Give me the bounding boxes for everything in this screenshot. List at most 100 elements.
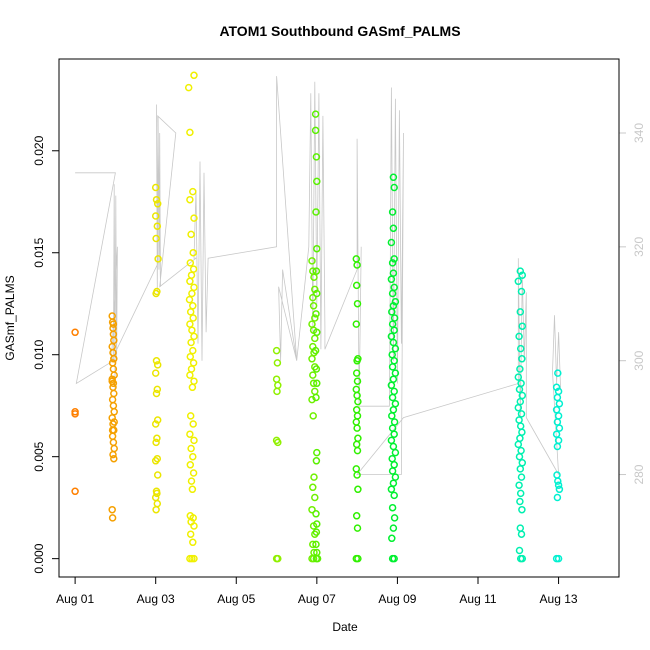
data-point xyxy=(389,406,398,414)
data-point xyxy=(388,534,396,543)
data-point xyxy=(312,540,320,549)
data-point xyxy=(109,438,118,447)
y-tick-label: 0.015 xyxy=(32,237,46,267)
data-point xyxy=(388,308,396,316)
data-point xyxy=(108,426,117,434)
data-point xyxy=(517,530,526,538)
data-point xyxy=(189,265,198,273)
data-point xyxy=(352,369,361,377)
data-point xyxy=(515,481,523,489)
data-point xyxy=(152,389,161,398)
data-point xyxy=(108,514,117,522)
data-point xyxy=(153,385,162,394)
data-point xyxy=(152,234,160,243)
data-point xyxy=(153,434,161,443)
data-point xyxy=(190,332,198,341)
data-point xyxy=(516,308,525,316)
data-point xyxy=(190,283,198,292)
data-point xyxy=(186,277,194,286)
data-point xyxy=(553,493,562,502)
data-point xyxy=(309,483,317,492)
data-point xyxy=(309,371,317,379)
data-point xyxy=(353,524,362,532)
data-point xyxy=(354,485,362,494)
data-point xyxy=(313,177,321,186)
data-point xyxy=(516,465,525,473)
y2-tick-label: 280 xyxy=(632,464,646,484)
data-point xyxy=(190,214,198,222)
data-point xyxy=(186,259,195,267)
data-point xyxy=(313,289,321,298)
data-point xyxy=(518,271,527,279)
data-points-group xyxy=(71,71,564,563)
x-tick-label: Aug 07 xyxy=(298,592,336,606)
data-point xyxy=(312,267,321,275)
data-point xyxy=(391,399,400,408)
data-point xyxy=(352,440,361,449)
data-point xyxy=(151,369,160,377)
y2-tick-label: 300 xyxy=(632,350,646,370)
data-point xyxy=(311,314,319,322)
data-point xyxy=(186,195,194,204)
data-point xyxy=(388,259,397,267)
data-point xyxy=(151,457,160,465)
data-point xyxy=(110,408,118,416)
data-point xyxy=(353,446,362,455)
data-point xyxy=(108,432,117,441)
data-point xyxy=(153,416,162,424)
data-point xyxy=(352,281,361,290)
data-point xyxy=(310,473,318,481)
data-point xyxy=(514,440,523,449)
data-point xyxy=(312,310,320,318)
data-point xyxy=(518,554,527,563)
data-point xyxy=(516,365,524,373)
data-point xyxy=(110,389,118,398)
data-point xyxy=(190,554,198,563)
data-point xyxy=(516,434,524,443)
data-point xyxy=(390,255,398,263)
data-point xyxy=(189,420,197,428)
data-point xyxy=(390,491,398,500)
data-point xyxy=(311,126,320,135)
data-point xyxy=(189,248,197,257)
data-point xyxy=(153,489,161,498)
data-point xyxy=(391,473,400,481)
data-point xyxy=(354,434,362,443)
data-point xyxy=(311,285,319,294)
data-point xyxy=(389,375,398,383)
x-tick-label: Aug 09 xyxy=(378,592,416,606)
data-point xyxy=(352,418,361,426)
data-point xyxy=(273,359,282,367)
data-point xyxy=(110,454,118,463)
data-point xyxy=(190,522,198,530)
chart-title: ATOM1 Southbound GASmf_PALMS xyxy=(219,23,460,39)
data-point xyxy=(110,355,118,363)
data-point xyxy=(187,365,196,373)
data-point xyxy=(189,187,197,196)
data-point xyxy=(189,538,197,547)
data-point xyxy=(313,554,322,563)
data-point xyxy=(312,365,321,373)
data-point xyxy=(153,499,162,508)
data-point xyxy=(388,208,397,216)
data-point xyxy=(187,230,195,239)
axes-group: Aug 01 Aug 03 Aug 05 Aug 07 Aug 09 Aug 11 Aug … xyxy=(32,123,646,606)
data-point xyxy=(189,452,197,461)
data-point xyxy=(554,412,563,420)
data-point xyxy=(391,448,400,457)
x-tick-label: Aug 13 xyxy=(540,592,578,606)
data-point xyxy=(517,473,526,481)
data-point xyxy=(189,469,198,477)
data-point xyxy=(189,302,197,310)
data-point xyxy=(308,505,316,514)
data-point xyxy=(274,381,282,390)
data-point xyxy=(555,399,564,408)
data-point xyxy=(110,444,118,453)
y-tick-label: 0.005 xyxy=(32,441,46,471)
data-point xyxy=(185,295,194,304)
data-point xyxy=(153,471,162,479)
data-point xyxy=(313,520,321,528)
data-point xyxy=(389,173,398,182)
data-point xyxy=(188,383,197,392)
data-point xyxy=(390,461,398,469)
